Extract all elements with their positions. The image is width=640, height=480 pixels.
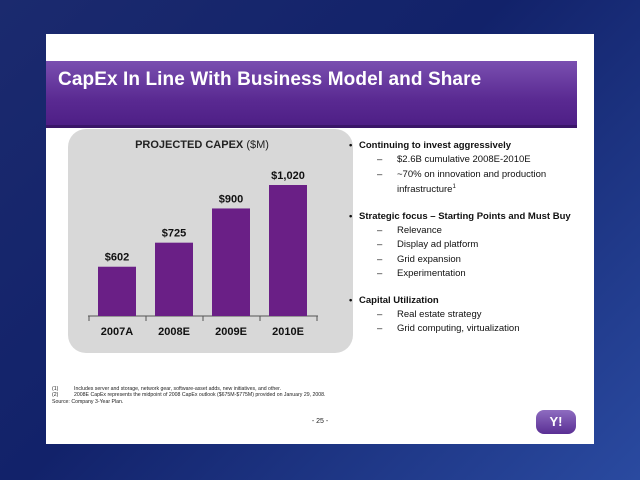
footnote-ref: 1 (452, 184, 456, 190)
bullet-dot-icon: • (349, 294, 353, 306)
bullet-main: • Continuing to invest aggressively (349, 140, 589, 152)
bullet-sub-text: Real estate strategy (397, 308, 482, 320)
dash-icon: – (377, 268, 383, 280)
chart-title: PROJECTED CAPEX ($M) (68, 139, 336, 151)
data-label-2009e: $900 (219, 193, 243, 205)
bullet-sub-text: Grid expansion (397, 253, 461, 265)
x-tick-label-2007a: 2007A (101, 326, 133, 338)
bullet-sub: – Display ad platform (349, 239, 589, 252)
footnote-row: (1) Includes server and storage, network … (52, 386, 572, 392)
bullet-sub: – ~70% on innovation and production infra… (349, 169, 589, 197)
bar-2007a (98, 266, 136, 316)
yahoo-logo: Y! (536, 410, 576, 434)
bullet-sub: – Experimentation (349, 268, 589, 281)
bullet-sub-text: ~70% on innovation and production infras… (397, 168, 547, 196)
x-tick-label-2009e: 2009E (215, 326, 247, 338)
footnote-number: (1) (52, 386, 59, 392)
page-number: - 25 - (311, 418, 329, 425)
dash-icon: – (377, 168, 383, 180)
slide: CapEx In Line With Business Model and Sh… (46, 34, 594, 444)
bullet-sub-text: Experimentation (397, 268, 466, 280)
footnotes: (1) Includes server and storage, network … (52, 386, 572, 405)
bullet-sub-text: Grid computing, virtualization (397, 323, 520, 335)
bullet-sub: – $2.6B cumulative 2008E-2010E (349, 154, 589, 167)
dash-icon: – (377, 323, 383, 335)
bullet-sub-text: Relevance (397, 224, 442, 236)
dash-icon: – (377, 308, 383, 320)
x-tick-label-2008e: 2008E (158, 326, 190, 338)
chart-panel: PROJECTED CAPEX ($M) $602 2007A $725 2008E $… (68, 129, 353, 353)
footnote-row: (2) 2008E CapEx represents the midpoint o… (52, 392, 572, 398)
chart-title-text: PROJECTED CAPEX (135, 139, 244, 151)
dash-icon: – (377, 154, 383, 165)
data-label-2010e: $1,020 (271, 170, 305, 182)
bullet-sub: – Grid expansion (349, 254, 589, 267)
bar-2010e (269, 185, 307, 316)
dash-icon: – (377, 253, 383, 265)
bullet-main: • Capital Utilization (349, 295, 589, 307)
footnote-text: 2008E CapEx represents the midpoint of 2… (74, 392, 326, 399)
bullet-sub: – Grid computing, virtualization (349, 323, 589, 336)
bullet-main-text: Continuing to invest aggressively (359, 140, 512, 151)
bar-2009e (212, 208, 250, 316)
bullet-main: • Strategic focus – Starting Points and M… (349, 211, 589, 223)
title-bar (46, 61, 577, 128)
bullet-main-text: Strategic focus – Starting Points and Mu… (359, 210, 571, 222)
data-label-2008e: $725 (162, 228, 186, 240)
bullet-dot-icon: • (349, 140, 353, 151)
bar-2008e (155, 242, 193, 316)
x-tick-label-2010e: 2010E (272, 326, 304, 338)
dash-icon: – (377, 224, 383, 236)
bullet-sub: – Relevance (349, 225, 589, 238)
chart-title-unit: ($M) (246, 139, 269, 151)
footnote-text: Includes server and storage, network gea… (74, 386, 282, 392)
slide-title: CapEx In Line With Business Model and Sh… (58, 69, 482, 90)
bullet-dot-icon: • (349, 210, 353, 222)
bullet-sub-text: Display ad platform (397, 239, 479, 251)
bullet-main-text: Capital Utilization (359, 294, 439, 306)
dash-icon: – (377, 239, 383, 251)
data-label-2007a: $602 (105, 252, 129, 264)
footnote-number: (2) (52, 392, 59, 399)
bullet-sub-text: $2.6B cumulative 2008E-2010E (397, 154, 531, 165)
capex-bar-chart: $602 2007A $725 2008E $900 2009E $1,020 2010E (88, 170, 318, 338)
footnote-row: Source: Company 3-Year Plan. (52, 399, 572, 405)
footnote-text: Source: Company 3-Year Plan. (52, 398, 124, 405)
bullet-list: • Continuing to invest aggressively – $2.6B… (349, 140, 589, 336)
bullet-sub: – Real estate strategy (349, 309, 589, 322)
